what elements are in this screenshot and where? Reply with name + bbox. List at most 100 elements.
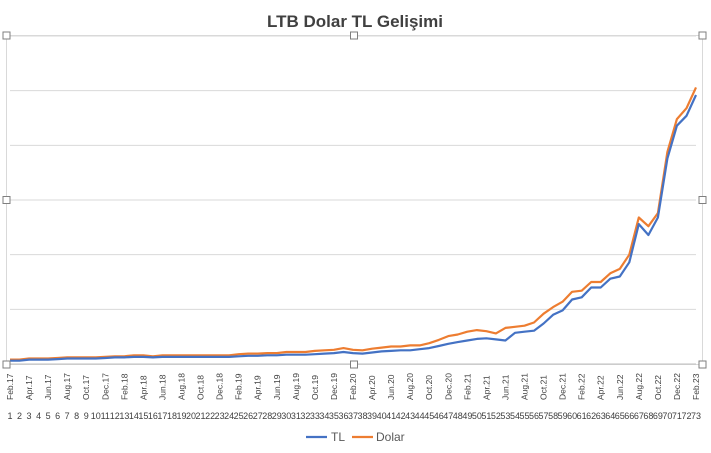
x-index-label: 72 xyxy=(681,411,691,421)
x-index-label: 65 xyxy=(615,411,625,421)
x-index-label: 53 xyxy=(500,411,510,421)
resize-handle[interactable] xyxy=(350,31,358,40)
x-index-label: 21 xyxy=(196,411,206,421)
x-index-label: 7 xyxy=(65,411,70,421)
x-month-label: Aug.22 xyxy=(634,373,644,400)
x-index-label: 54 xyxy=(510,411,520,421)
x-month-label: Jun.17 xyxy=(43,374,53,400)
x-month-label: Oct.20 xyxy=(424,375,434,400)
x-month-label: Jun.18 xyxy=(157,374,167,400)
x-index-label: 5 xyxy=(46,411,51,421)
x-index-label: 23 xyxy=(215,411,225,421)
series-line-dolar xyxy=(10,86,698,361)
x-month-label: Oct.18 xyxy=(196,375,206,400)
x-index-label: 60 xyxy=(567,411,577,421)
x-index-label: 14 xyxy=(129,411,139,421)
resize-handle[interactable] xyxy=(2,31,11,40)
x-index-label: 55 xyxy=(519,411,529,421)
x-index-label: 13 xyxy=(119,411,129,421)
x-month-label: Apr.18 xyxy=(138,375,148,400)
resize-handle[interactable] xyxy=(2,360,11,369)
x-index-label: 43 xyxy=(405,411,415,421)
x-month-label: Feb.23 xyxy=(691,373,701,400)
legend: TL Dolar xyxy=(306,430,405,444)
x-month-label: Aug.17 xyxy=(62,373,72,400)
x-index-label: 39 xyxy=(367,411,377,421)
x-index-label: 42 xyxy=(396,411,406,421)
x-index-label: 67 xyxy=(634,411,644,421)
x-index-label: 20 xyxy=(186,411,196,421)
x-index-label: 3 xyxy=(27,411,32,421)
x-month-label: Dec.18 xyxy=(215,373,225,400)
x-index-label: 32 xyxy=(300,411,310,421)
x-index-label: 30 xyxy=(281,411,291,421)
x-index-label: 49 xyxy=(462,411,472,421)
resize-handle[interactable] xyxy=(698,31,707,40)
x-index-label: 22 xyxy=(205,411,215,421)
x-index-label: 36 xyxy=(338,411,348,421)
x-index-label: 64 xyxy=(605,411,615,421)
x-index-label: 16 xyxy=(148,411,158,421)
x-month-label: Oct.22 xyxy=(653,375,663,400)
x-index-label: 9 xyxy=(84,411,89,421)
x-index-label: 59 xyxy=(558,411,568,421)
x-index-label: 27 xyxy=(253,411,263,421)
x-index-label: 52 xyxy=(491,411,501,421)
x-index-label: 4 xyxy=(36,411,41,421)
x-index-label: 69 xyxy=(653,411,663,421)
x-index-label: 18 xyxy=(167,411,177,421)
series-line-tl xyxy=(10,94,698,362)
x-month-label: Feb.22 xyxy=(577,373,587,400)
x-index-label: 8 xyxy=(74,411,79,421)
series-lines xyxy=(10,86,698,362)
x-month-label: Feb.20 xyxy=(348,373,358,400)
resize-handle[interactable] xyxy=(698,360,707,369)
x-index-label: 33 xyxy=(310,411,320,421)
x-index-label: 40 xyxy=(377,411,387,421)
x-index-label: 46 xyxy=(434,411,444,421)
x-month-label: Feb.17 xyxy=(5,373,15,400)
x-index-label: 41 xyxy=(386,411,396,421)
x-index-label: 29 xyxy=(272,411,282,421)
x-index-label: 15 xyxy=(138,411,148,421)
x-month-label: Oct.21 xyxy=(539,375,549,400)
x-index-label: 63 xyxy=(596,411,606,421)
x-index-label: 6 xyxy=(55,411,60,421)
x-month-label: Dec.17 xyxy=(100,373,110,400)
gridlines xyxy=(10,35,696,365)
x-index-label: 56 xyxy=(529,411,539,421)
resize-handle[interactable] xyxy=(698,196,707,204)
resize-handle[interactable] xyxy=(350,360,358,369)
x-index-label: 48 xyxy=(453,411,463,421)
x-month-label: Aug.19 xyxy=(291,373,301,400)
x-index-label: 34 xyxy=(319,411,329,421)
x-index-label: 12 xyxy=(110,411,120,421)
x-month-label: Aug.18 xyxy=(177,373,187,400)
resize-handle[interactable] xyxy=(2,196,11,204)
x-index-label: 37 xyxy=(348,411,358,421)
x-index-label: 62 xyxy=(586,411,596,421)
x-index-label: 19 xyxy=(176,411,186,421)
x-index-label: 10 xyxy=(91,411,101,421)
x-index-label: 26 xyxy=(243,411,253,421)
legend-tl-label: TL xyxy=(331,430,345,444)
x-index-label: 66 xyxy=(624,411,634,421)
selection-handles[interactable] xyxy=(2,31,707,369)
x-month-label: Oct.19 xyxy=(310,375,320,400)
x-index-label: 70 xyxy=(662,411,672,421)
x-month-label: Jun.22 xyxy=(615,374,625,400)
x-index-label: 28 xyxy=(262,411,272,421)
chart-title: LTB Dolar TL Gelişimi xyxy=(267,12,443,31)
x-month-label: Jun.20 xyxy=(386,374,396,400)
x-month-label: Dec.20 xyxy=(443,373,453,400)
x-month-label: Aug.21 xyxy=(520,373,530,400)
x-index-label: 73 xyxy=(691,411,701,421)
x-index-label: 1 xyxy=(7,411,12,421)
x-index-label: 50 xyxy=(472,411,482,421)
x-month-label: Apr.22 xyxy=(596,375,606,400)
x-index-label: 17 xyxy=(157,411,167,421)
x-index-label: 25 xyxy=(234,411,244,421)
x-month-label: Jun.21 xyxy=(500,374,510,400)
x-month-label: Oct.17 xyxy=(81,375,91,400)
